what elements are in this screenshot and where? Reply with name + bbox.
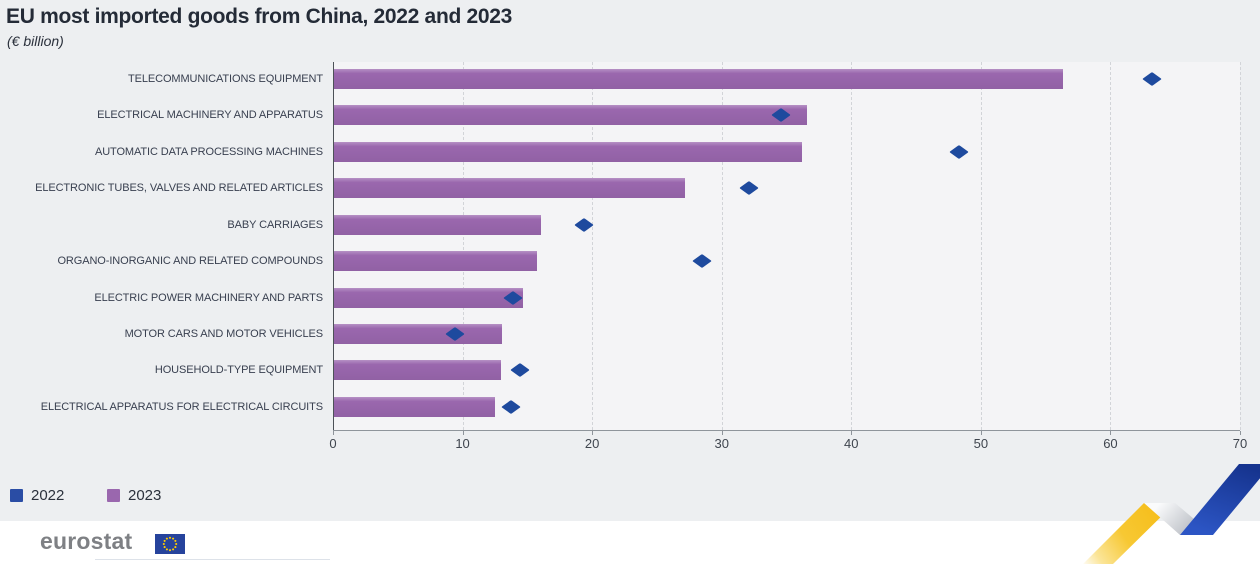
bar-2023 <box>334 214 542 235</box>
bar-2023 <box>334 324 503 344</box>
page-title: EU most imported goods from China, 2022 … <box>6 5 513 28</box>
chart-unit-subtitle: (€ billion) <box>7 33 64 49</box>
tickmark-60 <box>1110 431 1112 435</box>
x-tick-label: 0 <box>329 436 337 451</box>
bar-2023 <box>334 360 502 381</box>
category-label: BABY CARRIAGES <box>227 218 323 231</box>
bar-surface <box>334 324 503 344</box>
x-tick-label: 50 <box>973 436 989 451</box>
legend-label-2022: 2022 <box>31 487 65 504</box>
x-tick-label: 10 <box>455 436 470 451</box>
bar-surface <box>334 105 807 126</box>
category-label: ELECTRIC POWER MACHINERY AND PARTS <box>94 291 323 304</box>
category-label: ELECTRICAL MACHINERY AND APPARATUS <box>97 109 323 122</box>
bar-2023 <box>334 251 538 272</box>
bar-surface <box>334 396 495 417</box>
legend-item-2022: 2022 <box>10 487 80 504</box>
x-tick-label: 40 <box>844 436 859 451</box>
gridline-20 <box>592 62 594 430</box>
x-axis-line <box>333 430 1240 431</box>
logo-underline <box>95 559 330 560</box>
gridline-10 <box>462 62 464 430</box>
gridline-70 <box>1240 62 1241 430</box>
bar-2023 <box>334 141 802 162</box>
bar-surface <box>334 287 524 308</box>
legend-swatch-2023 <box>107 489 120 502</box>
y-axis-line <box>333 62 334 433</box>
bar-2023 <box>334 69 1064 89</box>
bar-surface <box>334 214 542 235</box>
bar-surface <box>334 251 538 272</box>
marker-2022 <box>500 399 521 414</box>
bar-2023 <box>334 178 686 199</box>
category-label: AUTOMATIC DATA PROCESSING MACHINES <box>94 145 323 158</box>
x-tick-label: 20 <box>584 436 600 451</box>
tickmark-20 <box>592 431 594 435</box>
footer-band <box>0 521 1260 564</box>
plot-area: 0 10 20 30 40 50 60 70 <box>329 62 1247 451</box>
bar-2023 <box>334 287 524 308</box>
category-label: ELECTRONIC TUBES, VALVES AND RELATED ART… <box>35 182 323 195</box>
category-label: MOTOR CARS AND MOTOR VEHICLES <box>124 328 324 340</box>
marker-2022 <box>739 181 759 196</box>
bar-surface <box>334 69 1064 89</box>
tickmark-0 <box>333 431 334 435</box>
gridline-50 <box>980 62 982 430</box>
category-labels: TELECOMMUNICATIONS EQUIPMENT ELECTRICAL M… <box>0 62 325 430</box>
marker-2022 <box>949 144 969 159</box>
marker-2022 <box>692 254 712 269</box>
legend-swatch-2022 <box>10 489 23 502</box>
category-label: HOUSEHOLD-TYPE EQUIPMENT <box>154 364 323 377</box>
eurostat-logo[interactable]: eurostat <box>40 528 133 554</box>
tickmark-70 <box>1240 431 1241 435</box>
x-tick-label: 70 <box>1232 436 1248 451</box>
category-label: ORGANO-INORGANIC AND RELATED COMPOUNDS <box>57 255 323 268</box>
gridline-30 <box>721 62 723 430</box>
bar-2023 <box>334 105 807 126</box>
legend-item-2023: 2023 <box>107 487 177 504</box>
bar-surface <box>334 178 686 199</box>
eu-flag-icon <box>155 534 185 554</box>
category-label: TELECOMMUNICATIONS EQUIPMENT <box>127 73 323 85</box>
marker-2022 <box>1142 71 1162 87</box>
marker-2022 <box>509 363 530 378</box>
gridline-40 <box>851 62 853 430</box>
tickmark-50 <box>980 431 982 435</box>
legend-label-2023: 2023 <box>128 487 162 504</box>
x-tick-label: 60 <box>1103 436 1118 451</box>
bar-2023 <box>334 396 495 417</box>
ribbon-decoration-icon <box>1083 464 1260 564</box>
bar-surface <box>334 360 502 381</box>
tickmark-30 <box>721 431 723 435</box>
x-tick-label: 30 <box>714 436 729 451</box>
bar-surface <box>334 141 802 162</box>
tickmark-10 <box>462 431 464 435</box>
gridline-60 <box>1110 62 1112 430</box>
tickmark-40 <box>851 431 853 435</box>
category-label: ELECTRICAL APPARATUS FOR ELECTRICAL CIRC… <box>40 400 323 413</box>
